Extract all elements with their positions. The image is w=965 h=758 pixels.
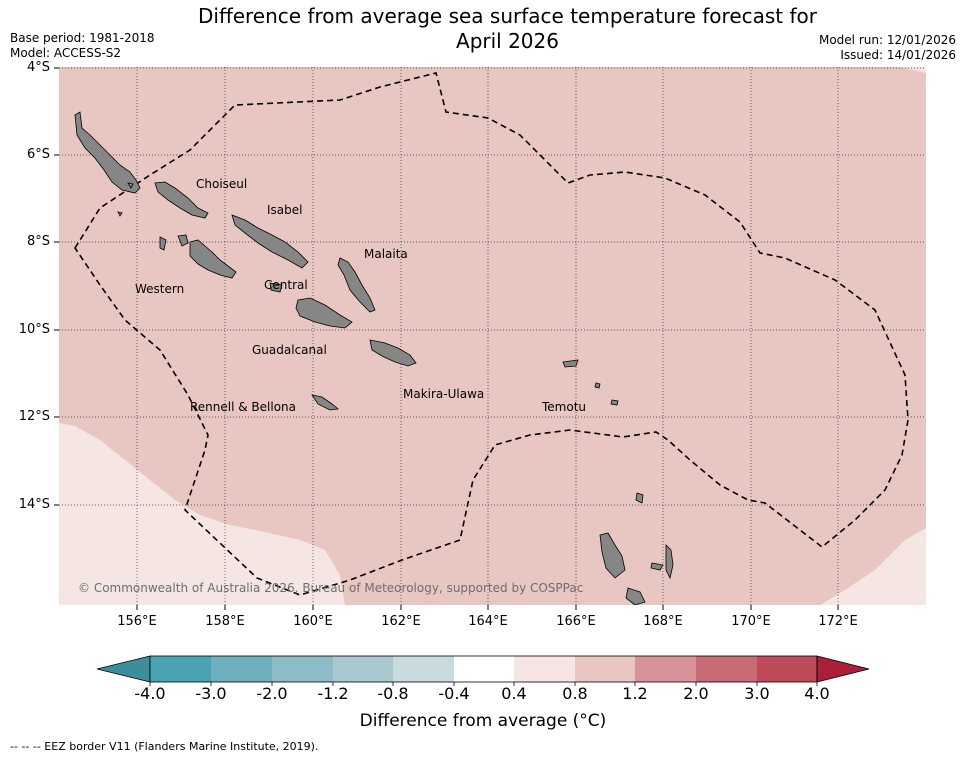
lon-label-160e: 160°E xyxy=(293,614,333,629)
lat-label-4s: 4°S xyxy=(26,60,50,75)
eez-border xyxy=(74,72,909,596)
lon-label-170e: 170°E xyxy=(731,614,771,629)
meta-right: Model run: 12/01/2026 Issued: 14/01/2026 xyxy=(819,33,956,63)
meta-left: Base period: 1981-2018 Model: ACCESS-S2 xyxy=(10,31,155,61)
island-new-georgia xyxy=(189,239,237,279)
lon-label-172e: 172°E xyxy=(818,614,858,629)
region-label-malaita: Malaita xyxy=(364,247,408,261)
island-espiritu-santo xyxy=(599,532,626,579)
colorbar-tick-label: 1.2 xyxy=(622,684,648,703)
region-label-isabel: Isabel xyxy=(267,203,302,217)
island-rennell xyxy=(311,394,339,411)
lon-label-164e: 164°E xyxy=(468,614,508,629)
lat-label-12s: 12°S xyxy=(18,409,50,424)
lon-label-168e: 168°E xyxy=(643,614,683,629)
issued-date: Issued: 14/01/2026 xyxy=(840,48,956,62)
lon-label-166e: 166°E xyxy=(556,614,596,629)
lat-label-6s: 6°S xyxy=(26,147,50,162)
island-malaita xyxy=(337,257,376,313)
axis-ticks xyxy=(54,67,839,610)
colorbar-tick-label: -3.0 xyxy=(195,684,227,703)
region-label-rennell-bellona: Rennell & Bellona xyxy=(190,400,296,414)
lat-label-14s: 14°S xyxy=(18,497,50,512)
island-choiseul xyxy=(154,181,209,219)
colorbar-tick-label: -0.4 xyxy=(438,684,470,703)
base-period: Base period: 1981-2018 xyxy=(10,31,155,45)
colorbar-swatch-1 xyxy=(150,656,211,682)
island-vanikoro xyxy=(610,399,619,406)
colorbar-swatch-10 xyxy=(696,656,757,682)
title-line-1: Difference from average sea surface temp… xyxy=(197,4,817,28)
region-label-guadalcanal: Guadalcanal xyxy=(252,343,327,357)
chart-title: Difference from average sea surface temp… xyxy=(0,4,965,54)
island-guadalcanal xyxy=(295,297,353,329)
island-banks xyxy=(635,492,644,504)
island-bougainville xyxy=(74,111,141,194)
lon-label-158e: 158°E xyxy=(205,614,245,629)
island-utupua xyxy=(594,382,601,389)
colorbar-tick-label: -0.8 xyxy=(377,684,409,703)
colorbar-tick-label: 2.0 xyxy=(683,684,709,703)
map-panel: © Commonwealth of Australia 2026, Bureau… xyxy=(59,67,926,605)
colorbar-outline xyxy=(149,655,818,683)
copyright-text: © Commonwealth of Australia 2026, Bureau… xyxy=(78,581,583,595)
island-nggela xyxy=(269,282,283,293)
colorbar-tick-label: -1.2 xyxy=(317,684,349,703)
region-label-western: Western xyxy=(135,282,184,296)
colorbar-title: Difference from average (°C) xyxy=(359,711,607,731)
colorbar-ticks xyxy=(149,682,818,686)
region-label-central: Central xyxy=(264,278,308,292)
colorbar-tick-label: 0.4 xyxy=(501,684,527,703)
colorbar-tick-label: -2.0 xyxy=(256,684,288,703)
colorbar-tick-label: -4.0 xyxy=(134,684,166,703)
colorbar-swatch-11 xyxy=(757,656,817,682)
colorbar-extend-high xyxy=(816,655,870,683)
island-vella-lavella xyxy=(177,234,189,247)
land-masses xyxy=(74,111,674,605)
colorbar-swatch-3 xyxy=(272,656,333,682)
island-santa-cruz xyxy=(562,359,579,368)
anomaly-field-mild-southeast xyxy=(820,528,926,605)
colorbar xyxy=(96,655,870,686)
colorbar-tick-label: 3.0 xyxy=(744,684,770,703)
region-label-temotu: Temotu xyxy=(541,400,586,414)
lat-label-10s: 10°S xyxy=(18,322,50,337)
colorbar-swatch-2 xyxy=(211,656,272,682)
anomaly-field-mild-southwest xyxy=(59,423,345,605)
colorbar-tick-label: 4.0 xyxy=(804,684,830,703)
lat-label-8s: 8°S xyxy=(26,234,50,249)
colorbar-swatch-7 xyxy=(514,656,575,682)
title-line-2: April 2026 xyxy=(456,29,559,53)
lon-label-156e: 156°E xyxy=(117,614,157,629)
island-makira xyxy=(369,339,417,367)
colorbar-swatch-4 xyxy=(333,656,393,682)
anomaly-field-mild-northeast xyxy=(900,67,926,73)
colorbar-extend-low xyxy=(96,655,151,683)
model-name: Model: ACCESS-S2 xyxy=(10,46,122,60)
colorbar-tick-label: 0.8 xyxy=(562,684,588,703)
region-label-makira-ulawa: Makira-Ulawa xyxy=(403,387,484,401)
island-maewo xyxy=(665,544,674,580)
colorbar-swatch-5 xyxy=(393,656,454,682)
region-label-choiseul: Choiseul xyxy=(196,177,247,191)
colorbar-swatch-6 xyxy=(454,656,514,682)
colorbar-swatch-9 xyxy=(635,656,696,682)
eez-footnote: -- -- -- EEZ border V11 (Flanders Marine… xyxy=(10,740,319,753)
graticule xyxy=(59,67,926,605)
colorbar-swatch-8 xyxy=(575,656,635,682)
island-ranongga xyxy=(159,236,167,251)
lon-label-162e: 162°E xyxy=(381,614,421,629)
island-islet-b xyxy=(117,211,123,217)
island-ambae xyxy=(650,562,664,571)
island-malakula xyxy=(625,587,646,605)
island-islet-a xyxy=(127,182,134,189)
island-santa-isabel xyxy=(231,214,309,269)
model-run: Model run: 12/01/2026 xyxy=(818,33,956,47)
